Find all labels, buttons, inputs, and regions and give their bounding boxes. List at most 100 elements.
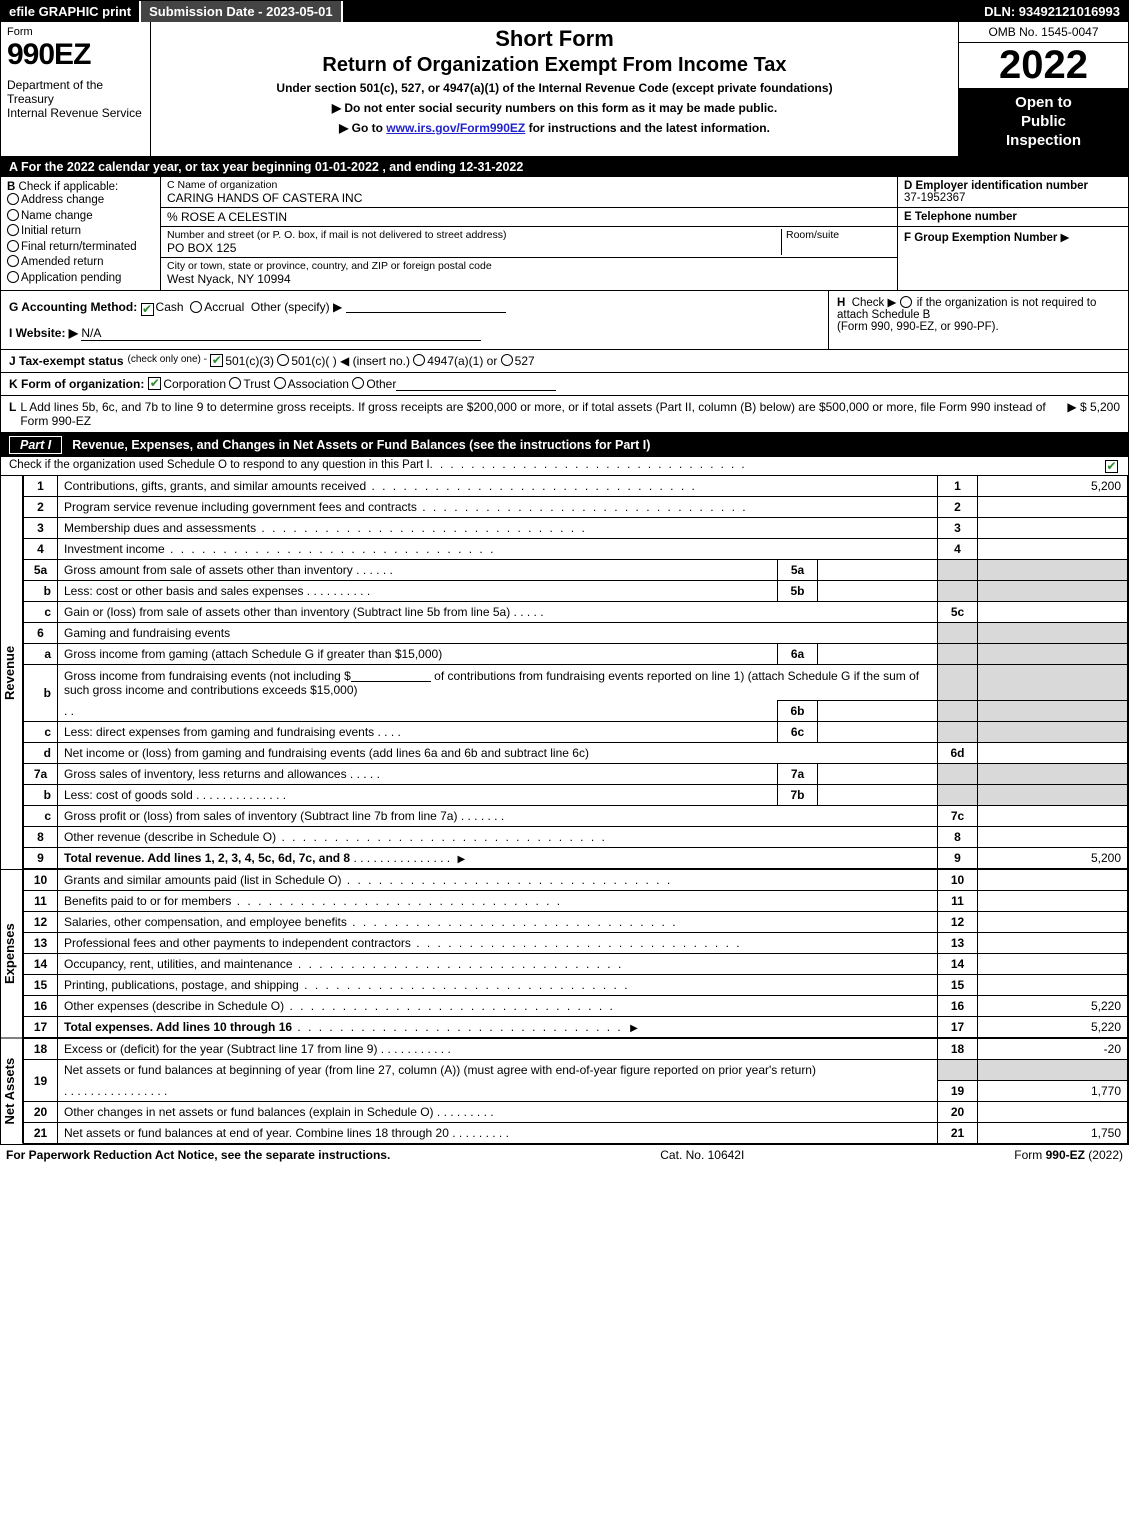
line-7a: 7aGross sales of inventory, less returns… [24, 764, 1128, 785]
form-label: Form [7, 26, 144, 38]
line-18: 18Excess or (deficit) for the year (Subt… [24, 1039, 1128, 1060]
k-label: K Form of organization: [9, 377, 144, 391]
header-left: Form 990EZ Department of the Treasury In… [1, 22, 151, 156]
line-21: 21Net assets or fund balances at end of … [24, 1122, 1128, 1143]
cb-assoc[interactable] [274, 377, 286, 389]
netassets-section: Net Assets 18Excess or (deficit) for the… [1, 1038, 1128, 1144]
cb-trust[interactable] [229, 377, 241, 389]
open-to-public: Open to Public Inspection [959, 88, 1128, 156]
short-form-title: Short Form [161, 26, 948, 52]
line-6b: bGross income from fundraising events (n… [24, 665, 1128, 701]
omb-number: OMB No. 1545-0047 [959, 22, 1128, 43]
l-text: L Add lines 5b, 6c, and 7b to line 9 to … [20, 400, 1059, 428]
vtab-revenue: Revenue [1, 475, 23, 869]
netassets-table: 18Excess or (deficit) for the year (Subt… [23, 1038, 1128, 1144]
amt-18: -20 [978, 1039, 1128, 1060]
c-addr-label: Number and street (or P. O. box, if mail… [167, 229, 781, 241]
line-12: 12Salaries, other compensation, and empl… [24, 912, 1128, 933]
amt-9: 5,200 [978, 848, 1128, 869]
cb-501c3[interactable] [210, 354, 223, 367]
row-l: L L Add lines 5b, 6c, and 7b to line 9 t… [1, 396, 1128, 433]
row-j: J Tax-exempt status (check only one) - 5… [1, 350, 1128, 373]
line-16: 16Other expenses (describe in Schedule O… [24, 996, 1128, 1017]
line-15: 15Printing, publications, postage, and s… [24, 975, 1128, 996]
amt-21: 1,750 [978, 1122, 1128, 1143]
tax-year: 2022 [959, 43, 1128, 88]
line-6d: dNet income or (loss) from gaming and fu… [24, 743, 1128, 764]
line-19b: . . . . . . . . . . . . . . . .191,770 [24, 1080, 1128, 1101]
part1-header: Part I Revenue, Expenses, and Changes in… [1, 433, 1128, 457]
footer-right: Form 990-EZ (2022) [1014, 1148, 1123, 1162]
row-gh: G Accounting Method: Cash Accrual Other … [1, 291, 1128, 350]
cb-final-return[interactable]: Final return/terminated [7, 240, 154, 256]
dept-treasury: Department of the Treasury Internal Reve… [7, 78, 144, 120]
irs-link[interactable]: www.irs.gov/Form990EZ [386, 121, 525, 135]
cb-name-change[interactable]: Name change [7, 209, 154, 225]
cb-527[interactable] [501, 354, 513, 366]
line-17: 17Total expenses. Add lines 10 through 1… [24, 1017, 1128, 1038]
d-ein-row: D Employer identification number 37-1952… [898, 177, 1128, 208]
cb-h[interactable] [900, 296, 912, 308]
expenses-table: 10Grants and similar amounts paid (list … [23, 869, 1128, 1038]
g-label: G Accounting Method: [9, 300, 137, 314]
efile-print[interactable]: efile GRAPHIC print [1, 1, 141, 22]
dln: DLN: 93492121016993 [976, 1, 1128, 22]
revenue-table: 1Contributions, gifts, grants, and simil… [23, 475, 1128, 869]
vtab-expenses: Expenses [1, 869, 23, 1038]
room-suite: Room/suite [781, 229, 891, 255]
g-other-field[interactable] [346, 299, 506, 313]
expenses-section: Expenses 10Grants and similar amounts pa… [1, 869, 1128, 1038]
section-g: G Accounting Method: Cash Accrual Other … [1, 291, 828, 349]
cb-schedule-o[interactable] [1105, 460, 1118, 473]
entity-block: B Check if applicable: Address change Na… [1, 177, 1128, 291]
line-10: 10Grants and similar amounts paid (list … [24, 870, 1128, 891]
cb-corp[interactable] [148, 377, 161, 390]
line-1: 1Contributions, gifts, grants, and simil… [24, 476, 1128, 497]
line-7b: bLess: cost of goods sold . . . . . . . … [24, 785, 1128, 806]
section-h: H Check ▶ if the organization is not req… [828, 291, 1128, 349]
room-label: Room/suite [786, 229, 891, 241]
org-address: PO BOX 125 [167, 241, 781, 255]
d-label: D Employer identification number [904, 180, 1122, 192]
section-c: C Name of organization CARING HANDS OF C… [161, 177, 898, 290]
amt-19: 1,770 [978, 1080, 1128, 1101]
cb-4947[interactable] [413, 354, 425, 366]
form-header: Form 990EZ Department of the Treasury In… [1, 22, 1128, 157]
line-2: 2Program service revenue including gover… [24, 497, 1128, 518]
website-value: N/A [81, 326, 481, 341]
line-5a: 5aGross amount from sale of assets other… [24, 560, 1128, 581]
ein-value: 37-1952367 [904, 192, 1122, 204]
instr-no-ssn: ▶ Do not enter social security numbers o… [161, 101, 948, 115]
line-5b: bLess: cost or other basis and sales exp… [24, 581, 1128, 602]
b-check-label: Check if applicable: [19, 181, 119, 193]
line-6a: aGross income from gaming (attach Schedu… [24, 644, 1128, 665]
j-label: J Tax-exempt status [9, 354, 124, 368]
amt-16: 5,220 [978, 996, 1128, 1017]
line-4: 4Investment income4 [24, 539, 1128, 560]
cb-other-org[interactable] [352, 377, 364, 389]
line-7c: cGross profit or (loss) from sales of in… [24, 806, 1128, 827]
c-city-row: City or town, state or province, country… [161, 258, 897, 288]
instr-goto-prefix: ▶ Go to [339, 121, 386, 135]
cb-amended-return[interactable]: Amended return [7, 255, 154, 271]
cb-cash[interactable] [141, 303, 154, 316]
line-6b-sub: . .6b [24, 701, 1128, 722]
cb-application-pending[interactable]: Application pending [7, 271, 154, 287]
f-arrow: ▶ [1061, 232, 1070, 244]
6b-amount-field[interactable] [351, 668, 431, 682]
form-title: Return of Organization Exempt From Incom… [161, 54, 948, 77]
cb-501c[interactable] [277, 354, 289, 366]
c-name-label: C Name of organization [167, 179, 891, 191]
org-city: West Nyack, NY 10994 [167, 272, 891, 286]
b-label: B [7, 181, 15, 193]
cb-initial-return[interactable]: Initial return [7, 224, 154, 240]
j-note: (check only one) - [128, 354, 207, 368]
e-label: E Telephone number [904, 211, 1122, 223]
k-other-field[interactable] [396, 377, 556, 391]
e-phone-row: E Telephone number [898, 208, 1128, 227]
cb-accrual[interactable] [190, 301, 202, 313]
submission-date: Submission Date - 2023-05-01 [141, 1, 343, 22]
cb-address-change[interactable]: Address change [7, 193, 154, 209]
section-b: B Check if applicable: Address change Na… [1, 177, 161, 290]
line-6c: cLess: direct expenses from gaming and f… [24, 722, 1128, 743]
